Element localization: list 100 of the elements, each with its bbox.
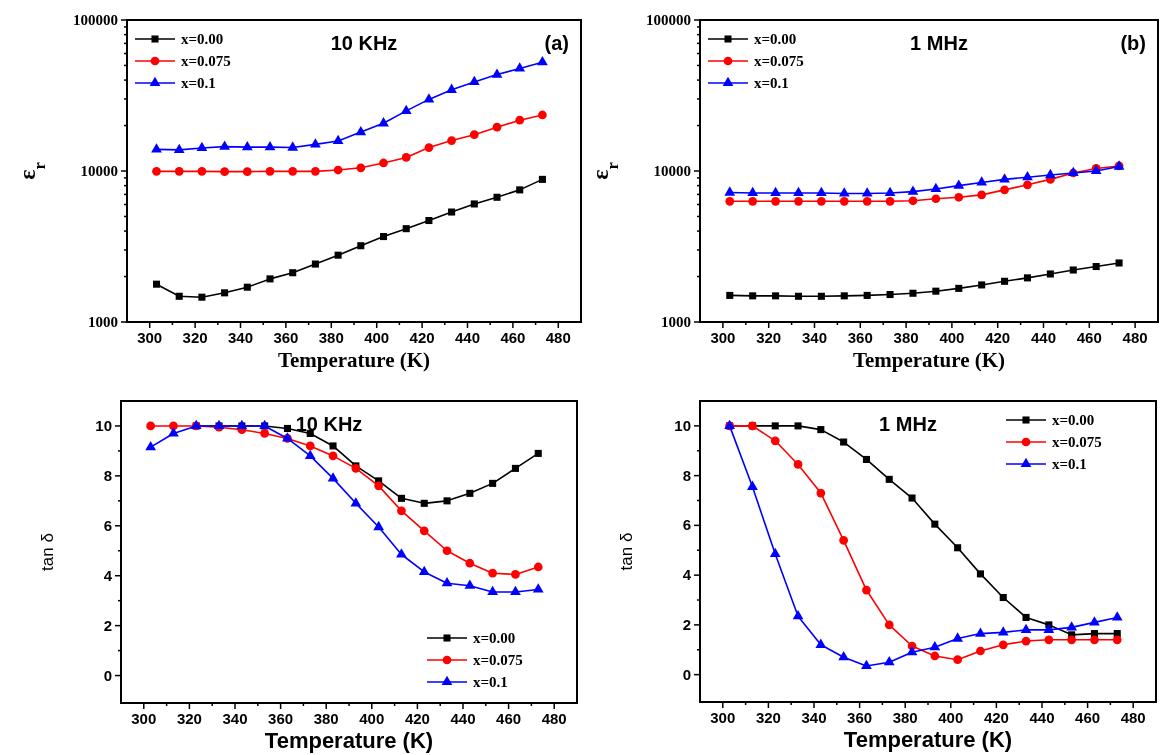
point: [420, 499, 428, 507]
legend-label: x=0.1: [181, 75, 216, 91]
legend-label: x=0.00: [181, 31, 224, 47]
y-tick-label: 10000: [80, 163, 118, 179]
x-tick-label: 460: [496, 710, 522, 727]
point: [287, 141, 299, 151]
x-tick-label: 340: [222, 710, 248, 727]
point: [953, 655, 963, 665]
point: [725, 196, 735, 206]
point: [817, 196, 826, 206]
point: [492, 122, 502, 132]
x-tick-label: 460: [1076, 329, 1102, 346]
point: [169, 421, 178, 431]
point: [260, 429, 270, 438]
point: [145, 440, 157, 451]
point: [794, 196, 803, 206]
point: [266, 275, 274, 283]
x-tick-label: 320: [756, 329, 782, 346]
x-tick-label: 300: [710, 709, 736, 726]
x-tick-label: 380: [313, 710, 339, 727]
point: [1000, 185, 1009, 195]
x-tick-label: 420: [409, 329, 435, 346]
x-tick-label: 380: [893, 329, 919, 346]
point: [861, 659, 872, 670]
point: [510, 585, 521, 596]
x-tick-label: 440: [1029, 709, 1055, 726]
point: [350, 497, 362, 507]
point: [1023, 274, 1031, 282]
x-tick-label: 360: [847, 329, 873, 346]
point: [816, 186, 827, 197]
y-tick-label: 0: [682, 665, 691, 683]
point: [328, 451, 338, 461]
x-tick-label: 300: [137, 329, 163, 346]
x-tick-label: 480: [545, 329, 571, 346]
point: [374, 481, 384, 491]
point: [978, 281, 986, 289]
point: [908, 494, 916, 502]
point: [999, 593, 1007, 602]
point: [470, 200, 478, 208]
point: [168, 427, 179, 437]
point: [220, 167, 229, 177]
x-tick-label: 400: [939, 329, 965, 346]
point: [197, 166, 207, 176]
point: [863, 291, 871, 299]
point: [397, 494, 405, 502]
point: [838, 187, 850, 197]
point: [929, 641, 941, 651]
point: [516, 186, 524, 194]
x-tick-label: 380: [318, 329, 344, 346]
point: [748, 196, 758, 206]
text: 10 KHz: [295, 413, 363, 435]
point: [976, 176, 988, 186]
point: [908, 196, 918, 206]
point: [174, 166, 184, 176]
y-tick-label: 100000: [73, 12, 118, 28]
y-tick-label: 6: [103, 516, 112, 534]
point: [1023, 180, 1032, 190]
point: [747, 186, 759, 197]
point: [997, 626, 1009, 636]
point: [175, 292, 183, 300]
point: [726, 291, 734, 299]
x-tick-label: 320: [182, 329, 208, 346]
point: [1090, 635, 1099, 645]
y-tick-label: 100000: [646, 12, 691, 28]
point: [1020, 623, 1032, 633]
point: [146, 421, 156, 431]
x-tick-label: 320: [755, 709, 781, 726]
point: [772, 292, 780, 300]
point: [977, 190, 987, 200]
x-tick-label: 440: [454, 329, 481, 346]
point: [955, 284, 963, 292]
point: [793, 186, 804, 197]
point: [909, 289, 917, 297]
point: [769, 547, 781, 558]
x-tick-label: 420: [983, 709, 1009, 726]
point: [931, 194, 941, 204]
point: [152, 166, 161, 176]
y-tick-label: 8: [682, 466, 691, 484]
point: [998, 640, 1008, 650]
point: [511, 464, 519, 472]
point: [423, 93, 435, 103]
point: [954, 192, 964, 202]
y-tick-label: 8: [103, 466, 112, 484]
annotation: (a): [544, 32, 569, 54]
point: [242, 167, 252, 177]
point: [243, 283, 251, 291]
point: [241, 140, 253, 151]
point: [447, 136, 456, 145]
x-tick-label: 440: [1030, 329, 1057, 346]
x-tick-label: 360: [847, 709, 873, 726]
x-tick-label: 340: [801, 709, 827, 726]
point: [1089, 616, 1100, 626]
y-tick-label: 10: [674, 416, 691, 434]
point: [770, 436, 780, 446]
point: [724, 186, 736, 196]
point: [1021, 636, 1031, 646]
point: [264, 140, 276, 151]
point: [1022, 613, 1030, 621]
point: [357, 242, 365, 250]
point: [1069, 266, 1077, 274]
